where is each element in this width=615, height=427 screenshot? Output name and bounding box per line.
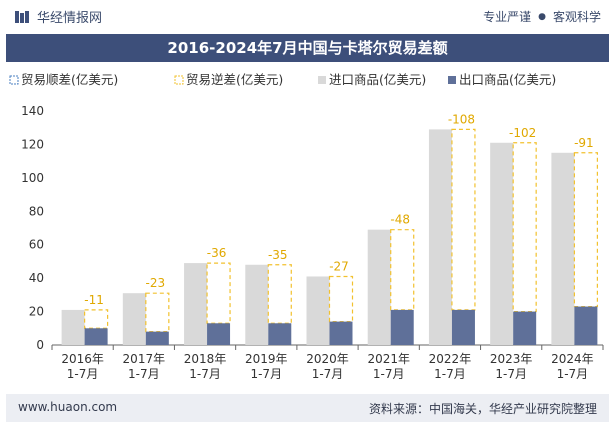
x-tick-label: 1-7月 [189,367,221,381]
deficit-label: -27 [329,259,349,273]
import-bar [245,264,269,345]
legend-swatch-deficit [174,75,184,85]
x-tick-label: 2021年 [367,352,410,366]
import-bar [428,129,452,345]
legend-swatch-surplus [9,75,19,85]
export-bar [207,323,231,345]
x-tick-label: 2023年 [490,352,533,366]
deficit-box [145,292,170,333]
bullet-icon: ● [538,11,546,22]
legend-label-surplus: 贸易顺差(亿美元) [21,72,118,87]
tagline-left: 专业严谨 [483,10,532,24]
import-bar [306,276,330,345]
chart-title: 2016-2024年7月中国与卡塔尔贸易差额 [6,34,609,62]
export-bar [451,309,475,345]
x-tick-label: 2024年 [551,352,594,366]
import-bar [490,142,514,345]
deficit-label: -108 [448,112,475,126]
deficit-box [573,152,598,308]
legend-swatch-export [448,76,456,84]
x-tick-label: 2018年 [184,352,227,366]
import-bar [184,263,208,345]
tagline: 专业严谨 ● 客观科学 [483,8,601,25]
source-note: 资料来源：中国海关，华经产业研究院整理 [368,402,597,416]
deficit-box [512,142,537,313]
deficit-label: -102 [509,126,536,140]
x-tick-label: 1-7月 [434,367,466,381]
deficit-box [206,262,231,324]
y-tick-label: 80 [29,204,44,218]
brand: 华经情报网 [14,7,102,26]
x-tick-label: 2020年 [306,352,349,366]
deficit-box [267,264,292,324]
y-tick-label: 140 [21,104,44,118]
footer: www.huaon.com 资料来源：中国海关，华经产业研究院整理 [6,394,609,422]
x-tick-label: 1-7月 [67,367,99,381]
import-bar [61,309,85,345]
deficit-label: -23 [146,276,166,290]
x-tick-label: 1-7月 [495,367,527,381]
chart: 贸易顺差(亿美元) 贸易逆差(亿美元) 进口商品(亿美元) 出口商品(亿美元) 0 20 4… [9,72,604,381]
x-tick-label: 2019年 [245,352,288,366]
y-tick-label: 60 [29,238,44,252]
x-tick-label: 2017年 [123,352,166,366]
export-bar [574,306,598,345]
export-bar [84,328,108,345]
export-bar [145,331,169,345]
deficit-box [328,275,354,323]
website-link[interactable]: www.huaon.com [18,400,118,414]
deficit-box [451,128,476,311]
import-bar [551,152,575,345]
brand-name: 华经情报网 [37,11,103,26]
deficit-label: -36 [207,246,227,260]
x-tick-label: 2022年 [429,352,472,366]
y-tick-label: 100 [21,171,44,185]
y-tick-label: 40 [29,271,44,285]
top-bar: 华经情报网 专业严谨 ● 客观科学 [0,0,615,34]
export-bar [390,309,414,345]
x-tick-label: 1-7月 [373,367,405,381]
legend-label-import: 进口商品(亿美元) [329,72,426,87]
x-tick-label: 1-7月 [250,367,282,381]
legend-label-export: 出口商品(亿美元) [459,72,556,87]
export-bar [268,323,292,345]
deficit-label: -11 [84,293,104,307]
x-tick-label: 2016年 [61,352,104,366]
x-tick-label: 1-7月 [128,367,160,381]
y-tick-label: 120 [21,137,44,151]
legend-swatch-import [318,76,326,84]
import-bar [122,293,146,345]
deficit-box [390,229,415,311]
deficit-label: -48 [390,213,410,227]
tagline-right: 客观科学 [552,10,601,24]
huajing-logo-icon [15,10,29,23]
y-tick-label: 20 [29,305,44,319]
export-bar [329,321,353,345]
legend-label-deficit: 贸易逆差(亿美元) [186,72,283,87]
import-bar [367,229,391,345]
deficit-label: -91 [574,136,594,150]
export-bar [513,311,537,345]
deficit-box [84,309,109,329]
y-tick-label: 0 [36,338,44,352]
x-tick-label: 1-7月 [312,367,344,381]
x-tick-label: 1-7月 [557,367,589,381]
deficit-label: -35 [268,248,288,262]
